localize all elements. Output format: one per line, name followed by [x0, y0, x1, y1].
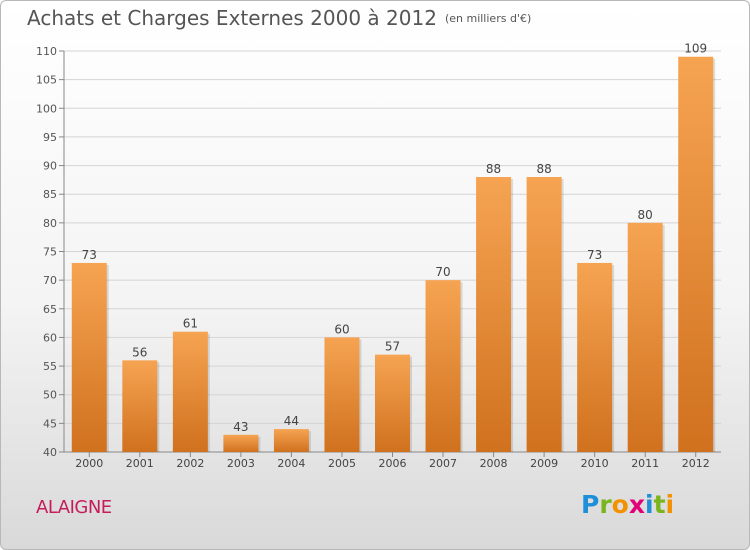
bar [627, 222, 663, 452]
data-label: 73 [82, 248, 97, 262]
x-tick-label: 2005 [328, 457, 356, 470]
y-tick-label: 55 [43, 360, 57, 373]
logo-letter: i [665, 490, 675, 519]
x-tick-label: 2003 [227, 457, 255, 470]
y-tick-label: 60 [43, 331, 57, 344]
bar [172, 331, 208, 452]
data-label: 56 [132, 345, 147, 359]
y-tick-label: 65 [43, 303, 57, 316]
y-tick-label: 45 [43, 417, 57, 430]
data-label: 61 [183, 317, 198, 331]
data-label: 109 [684, 42, 707, 56]
y-tick-label: 95 [43, 131, 57, 144]
bar [526, 177, 562, 452]
y-tick-label: 100 [36, 102, 57, 115]
y-tick-label: 105 [36, 74, 57, 87]
data-label: 80 [638, 208, 653, 222]
x-tick-label: 2009 [530, 457, 558, 470]
x-tick-label: 2006 [379, 457, 407, 470]
bar [71, 262, 107, 452]
bar [223, 434, 259, 452]
data-label: 57 [385, 340, 400, 354]
bar [122, 360, 158, 452]
data-label: 88 [486, 162, 501, 176]
data-label: 43 [233, 420, 248, 434]
logo-letter: r [599, 490, 612, 519]
data-label: 73 [587, 248, 602, 262]
bar [273, 429, 309, 452]
place-name: ALAIGNE [36, 497, 112, 518]
logo-letter: o [611, 490, 629, 519]
y-tick-label: 50 [43, 389, 57, 402]
y-tick-label: 80 [43, 217, 57, 230]
x-tick-label: 2002 [176, 457, 204, 470]
x-tick-label: 2000 [75, 457, 103, 470]
bar [476, 177, 512, 452]
data-label: 60 [334, 322, 349, 336]
x-tick-label: 2001 [126, 457, 154, 470]
x-tick-label: 2011 [631, 457, 659, 470]
logo-letter: t [653, 490, 666, 519]
data-label: 44 [284, 414, 299, 428]
title-text: Achats et Charges Externes 2000 à 2012 [27, 6, 437, 30]
x-tick-label: 2007 [429, 457, 457, 470]
bar [425, 280, 461, 452]
bar [324, 337, 360, 452]
logo-letter: i [645, 490, 654, 519]
y-tick-label: 110 [36, 45, 57, 58]
chart-title: Achats et Charges Externes 2000 à 2012 (e… [27, 6, 531, 30]
y-tick-label: 40 [43, 446, 57, 459]
x-tick-label: 2008 [480, 457, 508, 470]
y-tick-label: 90 [43, 160, 57, 173]
bar [577, 262, 613, 452]
y-tick-label: 85 [43, 188, 57, 201]
x-tick-label: 2004 [277, 457, 305, 470]
y-tick-label: 70 [43, 274, 57, 287]
logo-letter: P [581, 490, 600, 519]
bar [375, 354, 410, 452]
x-tick-label: 2012 [682, 457, 710, 470]
data-label: 70 [435, 265, 450, 279]
subtitle-text: (en milliers d'€) [444, 12, 532, 25]
x-tick-label: 2010 [581, 457, 609, 470]
y-tick-label: 75 [43, 246, 57, 259]
data-label: 88 [536, 162, 551, 176]
logo-letter: x [628, 490, 645, 519]
bar [678, 56, 714, 452]
proxiti-logo: Proxiti [581, 490, 674, 519]
